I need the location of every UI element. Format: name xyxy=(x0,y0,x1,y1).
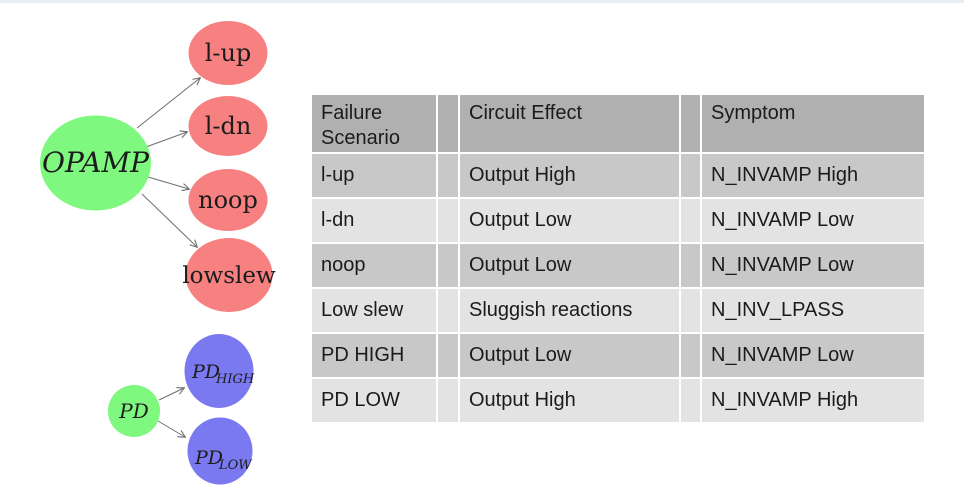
cell-spacer xyxy=(438,244,458,287)
pd-tree: PD PD HIGH PD LOW xyxy=(108,334,255,485)
node-lowslew xyxy=(185,238,273,312)
cell-effect: Output High xyxy=(460,379,679,422)
node-lup-label: l-up xyxy=(205,39,252,67)
node-pd-low-sub: LOW xyxy=(218,458,253,473)
edge-opamp-noop xyxy=(147,176,189,189)
node-ldn-label: l-dn xyxy=(205,112,252,140)
opamp-tree: OPAMP l-up l-dn noop lowslew xyxy=(40,21,276,312)
node-pd-low xyxy=(187,417,253,485)
cell-spacer xyxy=(681,199,700,242)
cell-scenario: l-up xyxy=(312,154,436,197)
cell-scenario: noop xyxy=(312,244,436,287)
node-pd-low-base: PD xyxy=(194,447,223,469)
header-failure-scenario: Failure Scenario xyxy=(312,95,436,152)
node-pd-high-base: PD xyxy=(191,361,220,383)
window-top-edge xyxy=(0,0,964,3)
node-pd-label: PD xyxy=(118,399,149,423)
cell-symptom: N_INVAMP High xyxy=(702,154,924,197)
node-lup xyxy=(188,21,268,85)
cell-spacer xyxy=(438,199,458,242)
cell-symptom: N_INVAMP Low xyxy=(702,334,924,377)
cell-spacer xyxy=(681,289,700,332)
opamp-tree-edges xyxy=(136,78,200,247)
cell-spacer xyxy=(438,379,458,422)
cell-effect: Output Low xyxy=(460,199,679,242)
cell-scenario: PD HIGH xyxy=(312,334,436,377)
cell-effect: Output Low xyxy=(460,334,679,377)
cell-effect: Output High xyxy=(460,154,679,197)
cell-scenario: Low slew xyxy=(312,289,436,332)
header-circuit-effect: Circuit Effect xyxy=(460,95,679,152)
cell-symptom: N_INVAMP High xyxy=(702,379,924,422)
cell-effect: Output Low xyxy=(460,244,679,287)
edge-pd-high xyxy=(158,388,184,401)
cell-spacer xyxy=(681,379,700,422)
cell-spacer xyxy=(438,154,458,197)
cell-effect: Sluggish reactions xyxy=(460,289,679,332)
cell-spacer xyxy=(438,334,458,377)
cell-scenario: l-dn xyxy=(312,199,436,242)
node-ldn xyxy=(188,96,268,156)
node-noop xyxy=(188,169,268,231)
node-lowslew-label: lowslew xyxy=(182,263,276,289)
node-pd xyxy=(108,385,160,437)
node-pd-high-sub: HIGH xyxy=(215,372,255,387)
cell-symptom: N_INVAMP Low xyxy=(702,199,924,242)
cell-symptom: N_INV_LPASS xyxy=(702,289,924,332)
edge-opamp-ldn xyxy=(145,132,187,148)
cell-spacer xyxy=(681,154,700,197)
cell-scenario: PD LOW xyxy=(312,379,436,422)
cell-spacer xyxy=(681,334,700,377)
cell-spacer xyxy=(681,244,700,287)
node-pd-high xyxy=(184,334,254,408)
fault-tree-diagram: OPAMP l-up l-dn noop lowslew PD PD HIGH … xyxy=(40,21,276,485)
node-opamp-label: OPAMP xyxy=(42,146,150,179)
pd-tree-edges xyxy=(157,388,185,437)
node-opamp xyxy=(40,115,151,211)
header-spacer xyxy=(438,95,458,152)
failure-table: Failure Scenario Circuit Effect Symptom … xyxy=(312,95,924,422)
header-spacer xyxy=(681,95,700,152)
cell-spacer xyxy=(438,289,458,332)
cell-symptom: N_INVAMP Low xyxy=(702,244,924,287)
edge-opamp-lup xyxy=(136,78,200,129)
edge-pd-low xyxy=(157,420,185,437)
node-noop-label: noop xyxy=(198,186,258,214)
header-symptom: Symptom xyxy=(702,95,924,152)
edge-opamp-lowslew xyxy=(141,193,197,247)
